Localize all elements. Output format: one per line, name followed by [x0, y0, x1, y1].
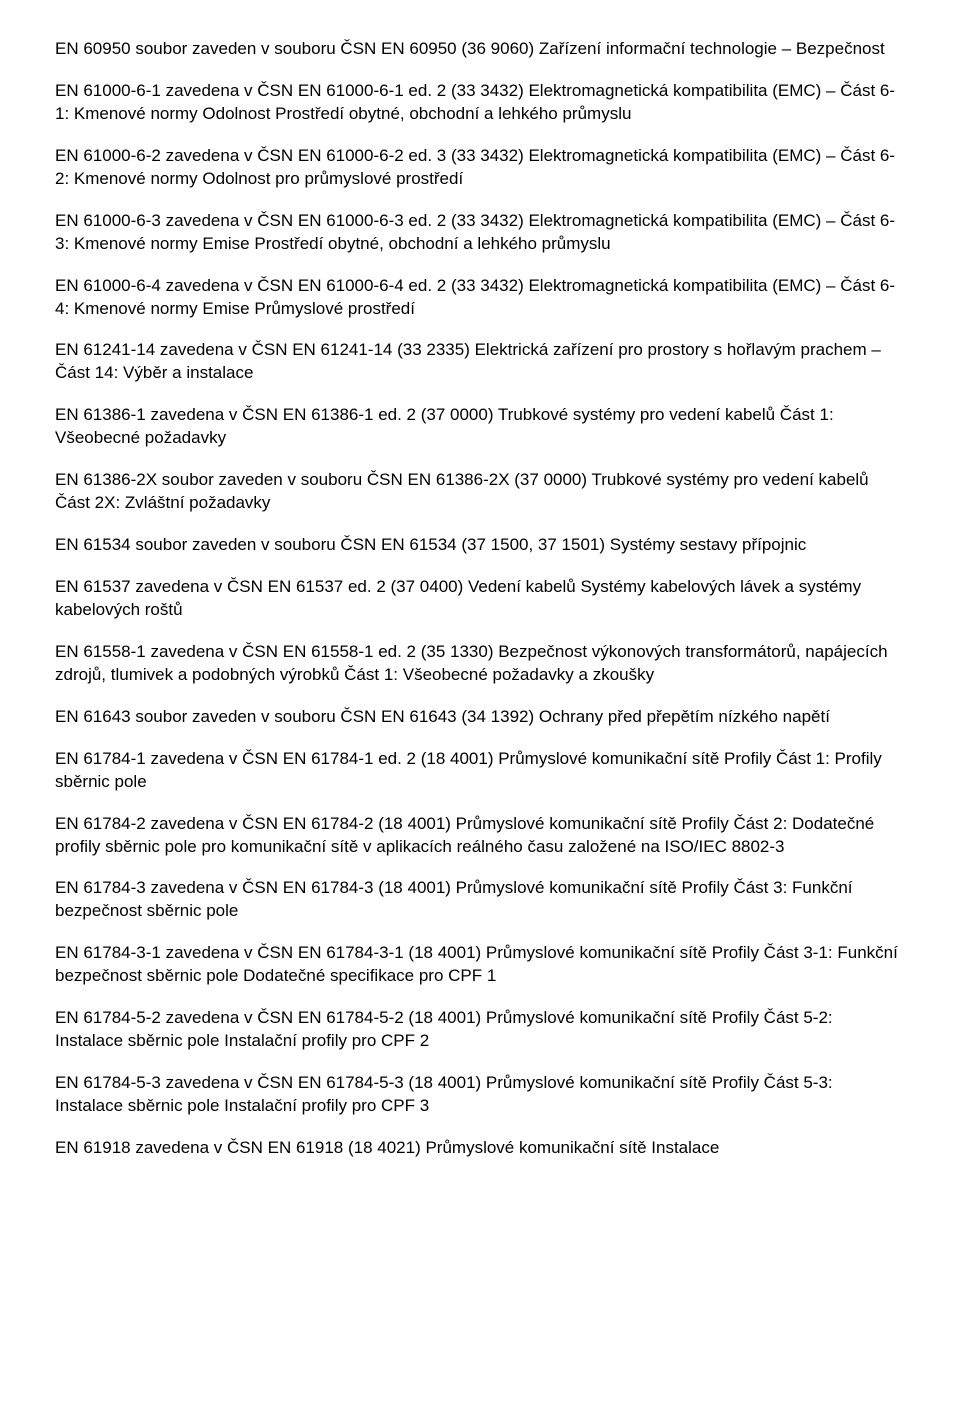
paragraph: EN 61784-2 zavedena v ČSN EN 61784-2 (18… — [55, 813, 905, 859]
paragraph: EN 61558-1 zavedena v ČSN EN 61558-1 ed.… — [55, 641, 905, 687]
paragraph: EN 61784-3-1 zavedena v ČSN EN 61784-3-1… — [55, 942, 905, 988]
paragraph: EN 61386-1 zavedena v ČSN EN 61386-1 ed.… — [55, 404, 905, 450]
paragraph: EN 60950 soubor zaveden v souboru ČSN EN… — [55, 38, 905, 61]
paragraph: EN 61784-5-3 zavedena v ČSN EN 61784-5-3… — [55, 1072, 905, 1118]
paragraph: EN 61000-6-1 zavedena v ČSN EN 61000-6-1… — [55, 80, 905, 126]
paragraph: EN 61000-6-4 zavedena v ČSN EN 61000-6-4… — [55, 275, 905, 321]
paragraph: EN 61241-14 zavedena v ČSN EN 61241-14 (… — [55, 339, 905, 385]
paragraph: EN 61534 soubor zaveden v souboru ČSN EN… — [55, 534, 905, 557]
paragraph: EN 61386-2X soubor zaveden v souboru ČSN… — [55, 469, 905, 515]
paragraph: EN 61784-3 zavedena v ČSN EN 61784-3 (18… — [55, 877, 905, 923]
paragraph: EN 61643 soubor zaveden v souboru ČSN EN… — [55, 706, 905, 729]
paragraph: EN 61784-5-2 zavedena v ČSN EN 61784-5-2… — [55, 1007, 905, 1053]
paragraph: EN 61537 zavedena v ČSN EN 61537 ed. 2 (… — [55, 576, 905, 622]
paragraph: EN 61918 zavedena v ČSN EN 61918 (18 402… — [55, 1137, 905, 1160]
paragraph: EN 61000-6-2 zavedena v ČSN EN 61000-6-2… — [55, 145, 905, 191]
paragraph: EN 61784-1 zavedena v ČSN EN 61784-1 ed.… — [55, 748, 905, 794]
paragraph: EN 61000-6-3 zavedena v ČSN EN 61000-6-3… — [55, 210, 905, 256]
